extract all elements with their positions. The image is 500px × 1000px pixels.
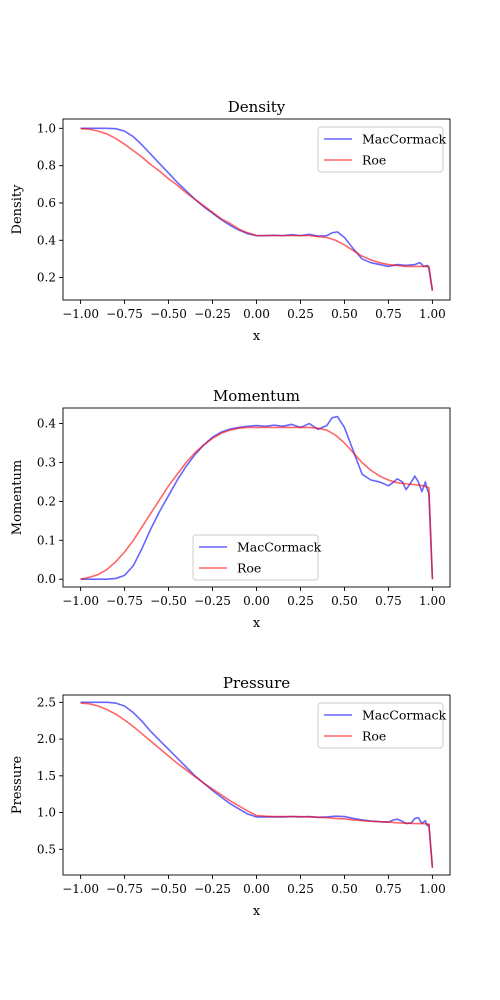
chart-momentum: Momentum −1.00 −0.75 −0.50 −0.25 0.00 0.25 0.50… [10, 387, 451, 631]
x-tick-label: 1.00 [419, 882, 446, 896]
y-tick-label: 0.8 [37, 159, 56, 173]
chart-density: Density −1.00 −0.75 −0.50 −0.25 0.00 0.25 0.50 0… [10, 98, 451, 344]
series-line-roe [80, 127, 434, 291]
x-tick-label: 0.50 [331, 307, 358, 321]
legend: MacCormack Roe [192, 534, 322, 581]
x-axis-label: x [253, 904, 261, 919]
y-tick-label: 1.0 [37, 121, 56, 135]
x-tick-label: 0.25 [287, 307, 314, 321]
x-tick-label: 0.50 [331, 594, 358, 608]
series-line-roe [80, 702, 434, 868]
x-tick-label: −1.00 [62, 594, 99, 608]
y-tick-label: 0.6 [37, 196, 56, 210]
y-tick-label: 1.5 [37, 769, 56, 783]
legend: MacCormack Roe [317, 702, 447, 749]
x-tick-label: −0.50 [150, 307, 187, 321]
x-axis-label: x [253, 329, 261, 344]
legend-label-roe: Roe [362, 729, 386, 744]
x-tick-label: −1.00 [62, 882, 99, 896]
y-tick-label: 0.4 [37, 417, 56, 431]
x-tick-label: 0.50 [331, 882, 358, 896]
x-tick-label: −1.00 [62, 307, 99, 321]
chart-title: Pressure [223, 674, 290, 692]
x-tick-label: 0.75 [375, 307, 402, 321]
legend-label-maccormack: MacCormack [362, 708, 447, 723]
x-tick-label: −0.25 [194, 594, 231, 608]
x-tick-label: 0.00 [243, 307, 270, 321]
y-tick-label: 0.0 [37, 572, 56, 586]
x-axis-label: x [253, 616, 261, 631]
x-tick-label: −0.25 [194, 882, 231, 896]
series-line-roe [80, 426, 434, 581]
x-tick-label: 1.00 [419, 307, 446, 321]
x-tick-label: 0.00 [243, 594, 270, 608]
y-tick-label: 0.1 [37, 533, 56, 547]
x-tick-label: 1.00 [419, 594, 446, 608]
legend-label-roe: Roe [362, 153, 386, 168]
chart-pressure: Pressure−1.00 −0.75 −0.50 −0.25 0.00 0.25 0.50… [10, 674, 451, 919]
x-tick-label: 0.25 [287, 882, 314, 896]
y-tick-label: 0.5 [37, 842, 56, 856]
series-line-maccormack [80, 415, 434, 581]
y-tick-label: 0.3 [37, 455, 56, 469]
y-axis-label: Pressure [10, 756, 25, 815]
y-tick-label: 1.0 [37, 806, 56, 820]
x-tick-label: 0.00 [243, 882, 270, 896]
x-tick-label: 0.75 [375, 594, 402, 608]
x-tick-label: −0.75 [106, 594, 143, 608]
legend: MacCormack Roe [317, 126, 447, 173]
chart-title: Density [228, 98, 286, 116]
y-axis-label: Density [10, 184, 25, 235]
y-axis-label: Momentum [10, 460, 25, 535]
y-tick-label: 0.2 [37, 271, 56, 285]
y-tick-label: 0.2 [37, 494, 56, 508]
y-tick-label: 0.4 [37, 233, 56, 247]
x-tick-label: −0.50 [150, 882, 187, 896]
legend-label-maccormack: MacCormack [362, 132, 447, 147]
legend-label-maccormack: MacCormack [237, 540, 322, 555]
x-tick-label: −0.75 [106, 882, 143, 896]
x-tick-label: −0.25 [194, 307, 231, 321]
chart-title: Momentum [213, 387, 300, 405]
x-tick-label: −0.75 [106, 307, 143, 321]
y-tick-label: 2.0 [37, 732, 56, 746]
x-tick-label: −0.50 [150, 594, 187, 608]
y-tick-label: 2.5 [37, 695, 56, 709]
legend-label-roe: Roe [237, 561, 261, 576]
x-tick-label: 0.75 [375, 882, 402, 896]
x-tick-label: 0.25 [287, 594, 314, 608]
